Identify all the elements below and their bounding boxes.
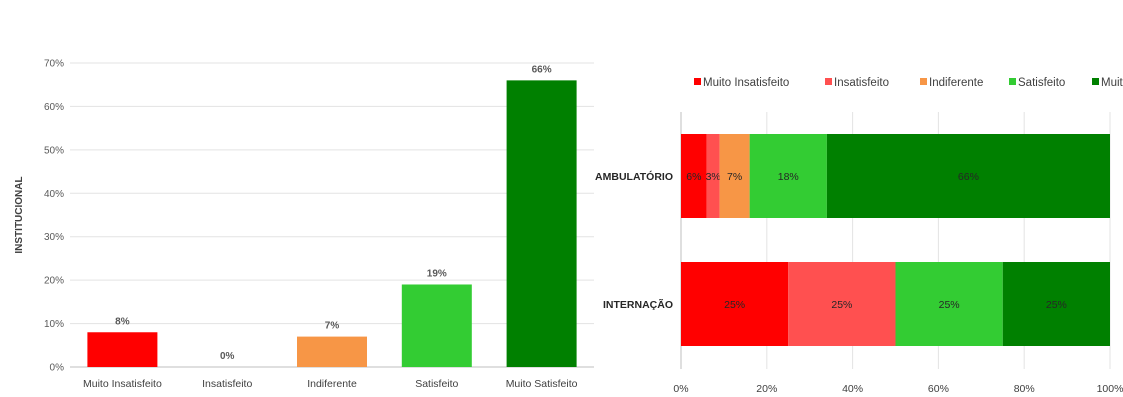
legend-label: Insatisfeito <box>834 77 889 89</box>
x-tick-label: Satisfeito <box>415 378 458 390</box>
segment-label: 3% <box>706 171 721 183</box>
data-label: 8% <box>115 316 130 327</box>
y-tick-label: 50% <box>44 145 64 156</box>
legend-swatch <box>1009 78 1016 85</box>
x-tick-label: 60% <box>928 383 949 395</box>
bar <box>87 332 158 367</box>
segment-label: 6% <box>686 171 701 183</box>
bar <box>506 80 577 367</box>
legend-swatch <box>825 78 832 85</box>
x-tick-label: 100% <box>1097 383 1123 395</box>
data-label: 0% <box>220 351 235 362</box>
legend-swatch <box>1092 78 1099 85</box>
y-tick-label: 20% <box>44 276 64 287</box>
y-tick-label: 60% <box>44 102 64 113</box>
x-tick-label: 0% <box>673 383 688 395</box>
x-tick-label: Insatisfeito <box>202 378 252 390</box>
legend-label: Muito Satisfeito <box>1101 77 1123 89</box>
stacked-bar-segment <box>706 134 720 218</box>
stacked-bar-segment <box>895 262 1003 346</box>
x-tick-label: 20% <box>756 383 777 395</box>
x-tick-label: 80% <box>1014 383 1035 395</box>
bar <box>401 284 472 367</box>
legend-swatch <box>920 78 927 85</box>
y-tick-label: 30% <box>44 232 64 243</box>
x-tick-label: 40% <box>842 383 863 395</box>
stacked-bar-segment <box>1002 262 1110 346</box>
category-label: INTERNAÇÃO <box>603 298 673 311</box>
legend-swatch <box>694 78 701 85</box>
data-label: 66% <box>532 64 552 75</box>
y-tick-label: 10% <box>44 319 64 330</box>
data-label: 19% <box>427 268 447 279</box>
stacked-bar-segment <box>749 134 827 218</box>
x-tick-label: Indiferente <box>307 378 357 390</box>
bar <box>297 336 367 367</box>
y-tick-label: 40% <box>44 189 64 200</box>
segment-label: 25% <box>831 299 852 311</box>
x-tick-label: Muito Satisfeito <box>506 378 578 390</box>
legend-label: Indiferente <box>929 77 983 89</box>
stacked-bar-segment <box>826 134 1110 218</box>
y-tick-label: 70% <box>44 59 64 70</box>
stacked-bar-segment <box>719 134 750 218</box>
legend-label: Muito Insatisfeito <box>703 77 789 89</box>
category-label: AMBULATÓRIO <box>595 170 673 183</box>
stacked-bar-segment <box>681 262 789 346</box>
stacked-bar-segment <box>681 134 707 218</box>
segment-label: 7% <box>727 171 742 183</box>
segment-label: 25% <box>1046 299 1067 311</box>
segment-label: 25% <box>939 299 960 311</box>
segment-label: 25% <box>724 299 745 311</box>
data-label: 7% <box>325 321 340 332</box>
stacked-bar-segment <box>788 262 896 346</box>
legend-label: Satisfeito <box>1018 77 1065 89</box>
segment-label: 66% <box>958 171 979 183</box>
y-tick-label: 0% <box>50 363 65 374</box>
segment-label: 18% <box>778 171 799 183</box>
x-tick-label: Muito Insatisfeito <box>83 378 162 390</box>
y-axis-label: INSTITUCIONAL <box>14 176 25 253</box>
